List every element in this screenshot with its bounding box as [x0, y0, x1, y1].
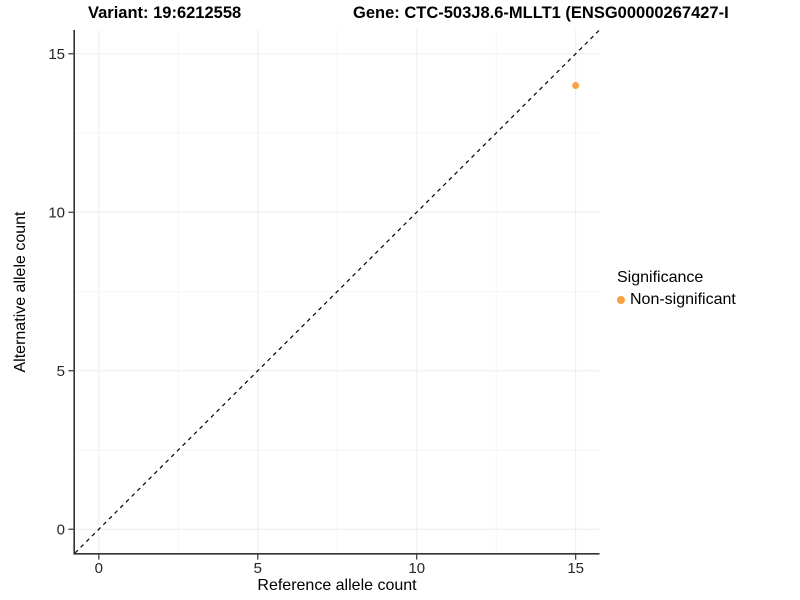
- variant-title: Variant: 19:6212558: [88, 4, 242, 22]
- y-axis-title: Alternative allele count: [12, 211, 29, 373]
- legend-title: Significance: [617, 269, 704, 286]
- legend-item-non-significant: Non-significant: [617, 291, 736, 309]
- x-tick-label: 5: [254, 560, 262, 577]
- legend-item-label: Non-significant: [630, 291, 736, 308]
- x-axis-title: Reference allele count: [257, 577, 417, 594]
- legend-point-icon: [617, 296, 625, 304]
- y-tick-label: 10: [48, 204, 65, 221]
- y-tick-label: 0: [57, 521, 65, 538]
- legend: Significance Non-significant: [617, 269, 736, 309]
- y-tick-label: 15: [48, 46, 65, 63]
- x-tick-label: 15: [567, 560, 584, 577]
- x-tick-label: 10: [408, 560, 425, 577]
- x-tick-label: 0: [95, 560, 103, 577]
- data-point: [572, 81, 580, 89]
- y-tick-label: 5: [57, 363, 65, 380]
- gene-title: Gene: CTC-503J8.6-MLLT1 (ENSG00000267427…: [353, 4, 729, 22]
- identity-dashed-line: [74, 29, 600, 554]
